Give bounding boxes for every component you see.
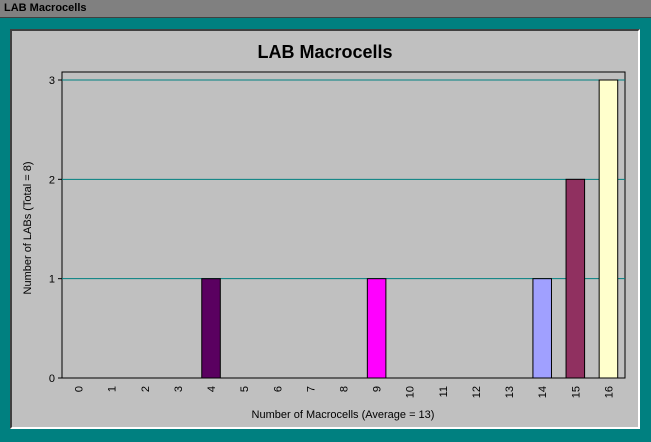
x-tick-label: 6	[272, 386, 284, 392]
bar	[565, 178, 586, 379]
x-tick-label: 8	[339, 386, 351, 392]
chart-title: LAB Macrocells	[257, 42, 392, 62]
x-tick-label: 4	[206, 386, 218, 392]
x-tick-label: 7	[305, 386, 317, 392]
plot-area	[61, 71, 626, 379]
y-tick-label: 2	[49, 174, 55, 186]
x-tick-label: 16	[603, 386, 615, 398]
x-tick-label: 9	[372, 386, 384, 392]
x-tick-label: 11	[438, 386, 450, 397]
x-tick-label: 12	[471, 386, 483, 398]
x-tick-label: 14	[537, 386, 549, 398]
y-tick-label: 1	[49, 274, 55, 286]
y-tick-label: 0	[49, 373, 55, 385]
y-tick-label: 3	[49, 75, 55, 87]
bar	[201, 278, 221, 379]
x-tick-label: 1	[107, 386, 119, 392]
bar	[532, 278, 552, 379]
y-axis-label: Number of LABs (Total = 8)	[22, 162, 34, 295]
x-tick-label: 5	[239, 386, 251, 392]
x-axis-label: Number of Macrocells (Average = 13)	[252, 409, 435, 421]
x-tick-label: 0	[74, 386, 86, 392]
x-tick-label: 13	[504, 386, 516, 398]
x-tick-label: 10	[405, 386, 417, 398]
bar	[366, 278, 387, 379]
x-tick-label: 2	[140, 386, 152, 392]
window-title: LAB Macrocells	[4, 2, 87, 14]
x-tick-label: 15	[570, 386, 582, 398]
x-tick-label: 3	[173, 386, 185, 392]
bar	[598, 79, 619, 379]
window-titlebar: LAB Macrocells	[0, 0, 651, 18]
